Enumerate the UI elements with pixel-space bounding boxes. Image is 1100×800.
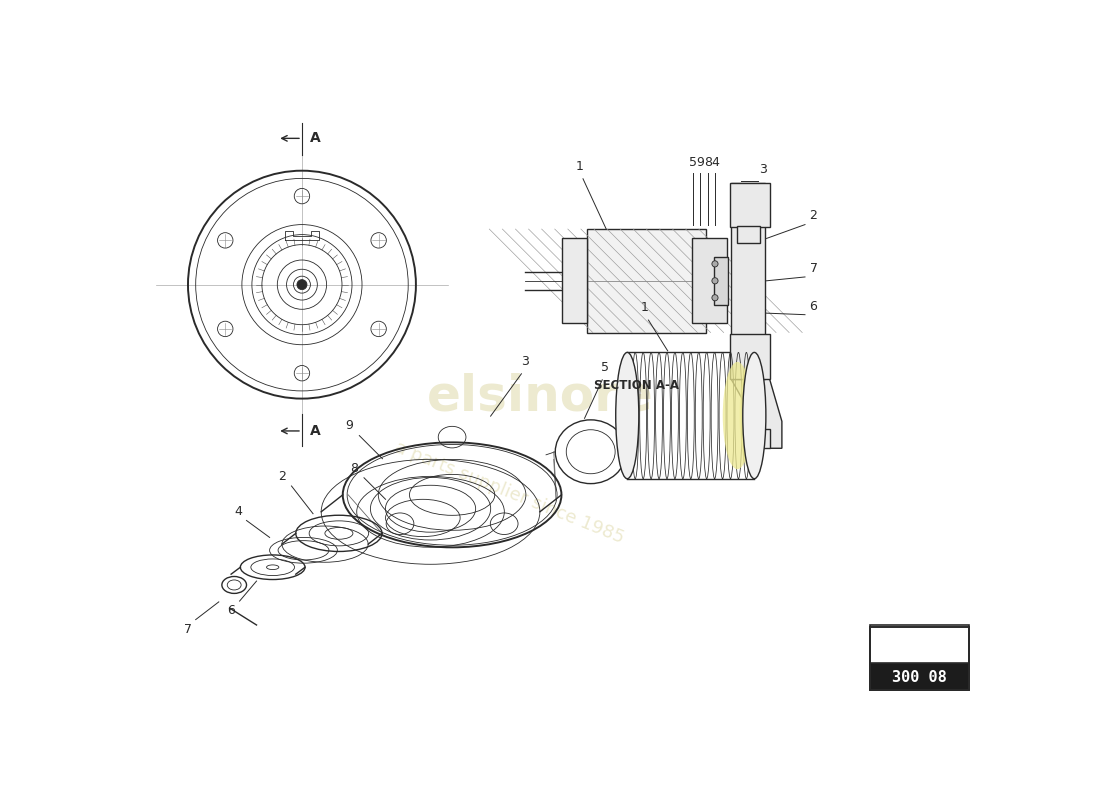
Text: 8: 8	[351, 462, 359, 474]
Ellipse shape	[616, 353, 639, 478]
Polygon shape	[732, 379, 782, 448]
Text: 3: 3	[759, 163, 767, 177]
Bar	[870, 662, 969, 690]
Text: 1: 1	[575, 160, 583, 173]
Text: 6: 6	[227, 604, 235, 617]
Text: 5: 5	[601, 361, 608, 374]
Text: 9: 9	[696, 156, 704, 169]
Text: 2: 2	[810, 209, 817, 222]
Circle shape	[712, 294, 718, 301]
Bar	[737, 226, 760, 242]
Text: A: A	[310, 131, 320, 146]
Bar	[870, 627, 969, 690]
Bar	[729, 182, 770, 227]
Bar	[732, 182, 764, 379]
Ellipse shape	[742, 353, 766, 478]
Bar	[714, 257, 728, 305]
Circle shape	[297, 280, 307, 290]
Text: 7: 7	[184, 623, 191, 637]
Text: 7: 7	[810, 262, 817, 274]
Text: 1: 1	[640, 301, 649, 314]
Circle shape	[712, 278, 718, 284]
Text: elsinore: elsinore	[427, 372, 654, 420]
Bar	[870, 625, 969, 664]
Ellipse shape	[723, 362, 752, 470]
Text: a parts supplier since 1985: a parts supplier since 1985	[393, 438, 627, 547]
Text: 6: 6	[810, 300, 817, 313]
Circle shape	[712, 261, 718, 267]
Bar	[562, 238, 587, 323]
Ellipse shape	[739, 365, 757, 466]
Text: 8: 8	[704, 156, 712, 169]
Text: 4: 4	[234, 505, 242, 518]
Bar	[729, 334, 770, 379]
Text: SECTION A-A: SECTION A-A	[594, 379, 680, 392]
Bar	[586, 229, 706, 333]
Bar	[755, 429, 770, 448]
Text: 2: 2	[278, 470, 286, 483]
Text: 5: 5	[689, 156, 697, 169]
Text: 4: 4	[711, 156, 719, 169]
Text: A: A	[310, 424, 320, 438]
Text: 9: 9	[345, 418, 353, 432]
Text: 300 08: 300 08	[892, 670, 947, 686]
Bar	[692, 238, 727, 323]
Text: 3: 3	[521, 355, 529, 368]
